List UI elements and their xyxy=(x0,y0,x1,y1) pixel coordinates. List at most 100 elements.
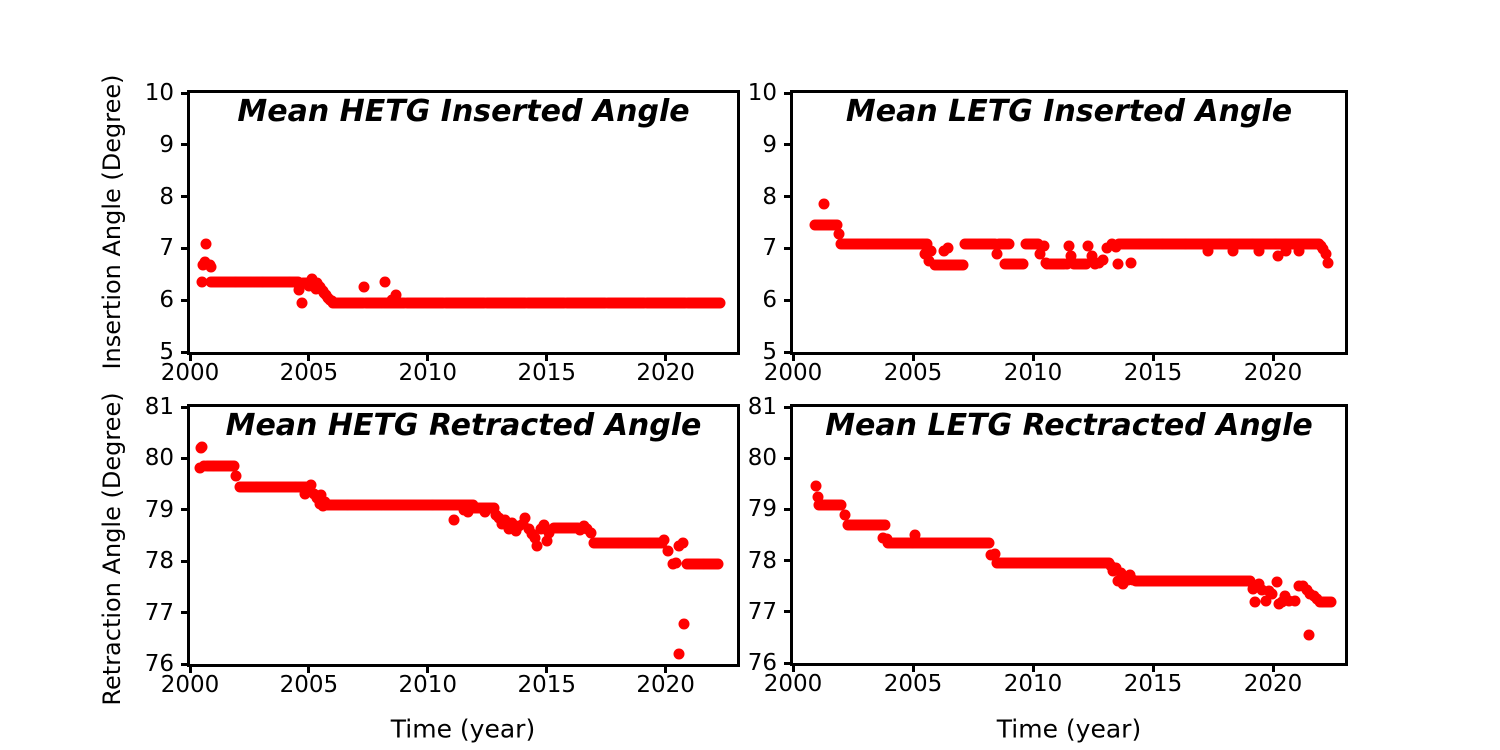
y-tick xyxy=(784,661,793,665)
data-point xyxy=(1256,584,1268,596)
x-tick-label: 2000 xyxy=(160,360,220,386)
y-tick xyxy=(784,350,793,354)
x-tick xyxy=(1151,663,1155,672)
data-point xyxy=(315,489,327,501)
data-point xyxy=(1080,258,1092,270)
x-tick-label: 2015 xyxy=(1123,360,1183,386)
data-point xyxy=(833,228,845,240)
y-tick xyxy=(784,91,793,95)
y-tick-label: 5 xyxy=(159,339,174,365)
x-tick-label: 2005 xyxy=(883,671,943,697)
data-point xyxy=(1127,574,1139,586)
data-point xyxy=(957,259,969,271)
data-point xyxy=(510,525,522,537)
y-tick xyxy=(181,91,190,95)
x-tick-label: 2005 xyxy=(883,360,943,386)
data-point xyxy=(1253,245,1265,257)
data-point xyxy=(1249,596,1261,608)
data-point xyxy=(479,506,491,518)
y-tick xyxy=(181,298,190,302)
data-point xyxy=(1110,562,1122,574)
y-tick xyxy=(784,507,793,511)
data-point xyxy=(543,527,555,539)
data-point xyxy=(529,532,541,544)
data-point xyxy=(1061,258,1073,270)
data-point xyxy=(989,548,1001,560)
y-tick-label: 77 xyxy=(747,598,777,625)
x-tick xyxy=(791,663,795,672)
data-point xyxy=(390,289,402,301)
data-point xyxy=(196,276,208,288)
data-point xyxy=(1034,248,1046,260)
x-tick-label: 2000 xyxy=(763,360,823,386)
data-point xyxy=(1325,596,1337,608)
y-tick xyxy=(784,143,793,147)
x-tick xyxy=(307,664,311,673)
data-point xyxy=(319,496,331,508)
y-tick-label: 78 xyxy=(144,548,174,575)
data-point xyxy=(1320,248,1332,260)
x-tick xyxy=(1271,352,1275,361)
y-tick xyxy=(784,246,793,250)
x-tick xyxy=(791,352,795,361)
plot-title: Mean HETG Inserted Angle xyxy=(237,94,690,129)
y-tick-label: 9 xyxy=(159,131,174,158)
y-tick xyxy=(181,508,190,512)
subplot-mean-letg-rectracted-angle: Mean LETG Rectracted Angle 2000 2005 2010 2… xyxy=(748,394,1348,697)
data-point xyxy=(881,533,893,545)
y-tick xyxy=(181,350,190,354)
y-tick xyxy=(181,662,190,666)
data-point xyxy=(517,518,529,530)
subplot-mean-hetg-retracted-angle: Mean HETG Retracted Angle 2000 2005 2010 20… xyxy=(145,394,740,698)
x-tick-label: 2010 xyxy=(1003,360,1063,386)
y-tick-label: 78 xyxy=(747,547,777,574)
y-tick-label: 7 xyxy=(762,235,777,262)
data-point xyxy=(810,480,822,492)
x-tick xyxy=(911,663,915,672)
data-point xyxy=(358,281,370,293)
data-point xyxy=(1101,242,1113,254)
data-point xyxy=(448,514,460,526)
y-tick-label: 79 xyxy=(747,496,777,523)
data-point xyxy=(1311,593,1323,605)
data-point xyxy=(302,484,314,496)
data-point xyxy=(1293,245,1305,257)
x-tick-label: 2005 xyxy=(279,360,339,386)
y-tick-label: 6 xyxy=(762,287,777,314)
x-tick xyxy=(188,352,192,361)
data-point xyxy=(205,261,217,273)
data-point xyxy=(1003,238,1015,250)
data-point xyxy=(670,557,682,569)
data-point xyxy=(462,506,474,518)
y-tick-label: 5 xyxy=(762,339,777,365)
data-point xyxy=(1032,238,1044,250)
y-tick-label: 76 xyxy=(747,650,777,676)
data-point xyxy=(531,540,543,552)
data-point xyxy=(305,479,317,491)
y-tick xyxy=(181,611,190,615)
data-point xyxy=(1244,575,1256,587)
data-point xyxy=(1202,245,1214,257)
x-tick-label: 2000 xyxy=(763,671,823,697)
data-point xyxy=(1303,629,1315,641)
y-axis-label-retraction: Retraction Angle (Degree) xyxy=(98,392,126,706)
data-point xyxy=(1082,240,1094,252)
data-point xyxy=(879,519,891,531)
data-point xyxy=(1260,595,1272,607)
y-tick xyxy=(784,195,793,199)
y-tick xyxy=(181,195,190,199)
y-tick-label: 9 xyxy=(762,131,777,158)
plot-title: Mean LETG Inserted Angle xyxy=(845,94,1293,129)
x-tick xyxy=(664,352,668,361)
data-point xyxy=(712,558,724,570)
y-tick-label: 10 xyxy=(144,80,174,106)
data-point xyxy=(585,527,597,539)
x-tick-label: 2020 xyxy=(1243,360,1303,386)
y-tick-label: 10 xyxy=(747,80,777,106)
data-point xyxy=(919,248,931,260)
data-point xyxy=(488,502,500,514)
x-tick-label: 2010 xyxy=(1003,671,1063,697)
data-point xyxy=(812,491,824,503)
data-point xyxy=(1247,583,1259,595)
data-point xyxy=(503,523,515,535)
